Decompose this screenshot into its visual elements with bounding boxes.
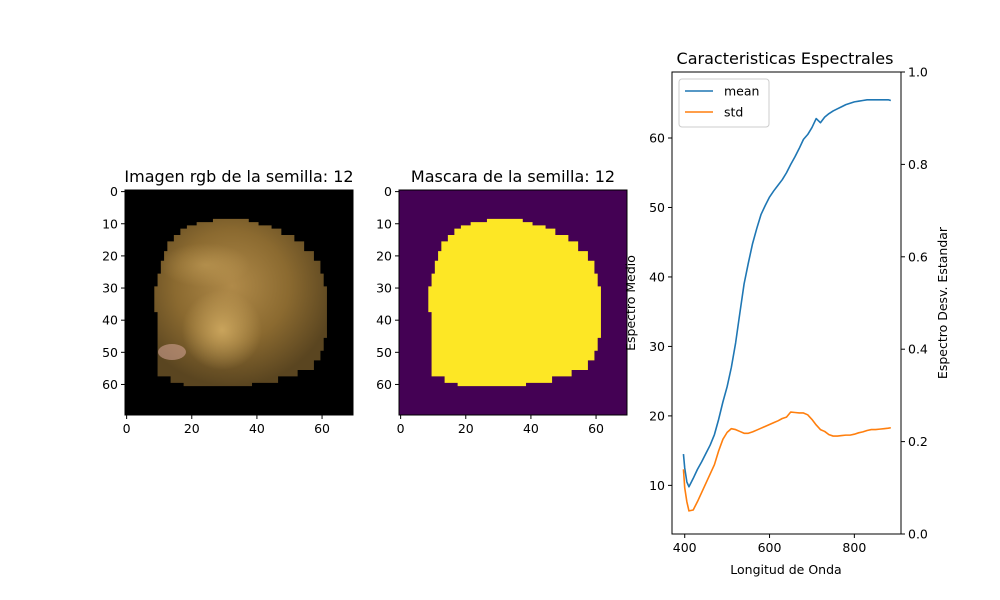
spectral-ytick-label-left: 20 [649, 408, 665, 423]
rgb-xtick-label: 40 [249, 421, 265, 436]
rgb-ytick-label: 30 [102, 281, 118, 296]
rgb-ytick-label: 60 [102, 377, 118, 392]
mask-ytick-label: 60 [376, 377, 392, 392]
mask-ytick-label: 20 [376, 248, 392, 263]
spectral-xtick-label: 400 [673, 540, 697, 555]
mask-panel: Mascara de la semilla: 12 0 20 40 60 0 10 20 30… [376, 167, 628, 436]
spectral-xtick-label: 600 [758, 540, 782, 555]
mask-xtick-label: 20 [458, 421, 474, 436]
spectral-ytick-label-left: 50 [649, 200, 665, 215]
spectral-chart-title: Caracteristicas Espectrales [677, 49, 894, 68]
mask-ytick-label: 30 [376, 281, 392, 296]
spectral-ytick-label-right: 0.0 [908, 527, 928, 542]
seed-highlight-top [160, 243, 250, 287]
spectral-ytick-label-right: 1.0 [908, 65, 928, 80]
spectral-ytick-label-left: 30 [649, 339, 665, 354]
spectral-ytick-label-right: 0.6 [908, 249, 928, 264]
mask-xtick-label: 60 [588, 421, 604, 436]
rgb-ytick-label: 40 [102, 313, 118, 328]
rgb-xtick-label: 0 [123, 421, 131, 436]
rgb-image-frame [124, 189, 354, 416]
mask-ytick-label: 40 [376, 313, 392, 328]
mask-xtick-label: 40 [523, 421, 539, 436]
mask-ticks: 0 20 40 60 0 10 20 30 40 50 60 [376, 184, 604, 436]
spectral-series [682, 98, 892, 512]
legend-std-label: std [724, 105, 743, 120]
mask-frame [398, 189, 628, 416]
spectral-chart-frame [671, 71, 902, 535]
series-line-std [682, 411, 891, 512]
rgb-ytick-label: 10 [102, 216, 118, 231]
rgb-image-panel: Imagen rgb de la semilla: 12 0 20 40 60 0 10 2… [102, 167, 354, 436]
mask-xtick-label: 0 [397, 421, 405, 436]
seed-pink-spot [158, 344, 186, 360]
legend-mean-label: mean [724, 84, 759, 99]
spectral-ytick-label-right: 0.8 [908, 157, 928, 172]
rgb-ytick-label: 20 [102, 248, 118, 263]
rgb-xtick-label: 20 [184, 421, 200, 436]
rgb-ytick-label: 0 [110, 184, 118, 199]
rgb-ytick-label: 50 [102, 345, 118, 360]
spectral-ytick-label-right: 0.4 [908, 342, 928, 357]
legend: mean std [678, 78, 770, 128]
spectral-ytick-label-right: 0.2 [908, 434, 928, 449]
rgb-xtick-label: 60 [314, 421, 330, 436]
mask-title: Mascara de la semilla: 12 [411, 167, 615, 186]
mask-ytick-label: 50 [376, 345, 392, 360]
spectral-chart-panel: Caracteristicas Espectrales 400 600 800 10 2… [623, 49, 950, 577]
spectral-ytick-label-left: 40 [649, 269, 665, 284]
mask-seed-region [428, 218, 601, 387]
rgb-image-ticks: 0 20 40 60 0 10 20 30 40 50 60 [102, 184, 330, 436]
spectral-ytick-label-left: 60 [649, 131, 665, 146]
seed-highlight [182, 290, 262, 370]
rgb-image-title: Imagen rgb de la semilla: 12 [124, 167, 353, 186]
seed-rgb-image [154, 218, 327, 387]
spectral-xtick-label: 800 [842, 540, 866, 555]
y-axis-label-right: Espectro Desv. Estandar [935, 226, 950, 379]
x-axis-label: Longitud de Onda [730, 562, 841, 577]
mask-ytick-label: 10 [376, 216, 392, 231]
mask-ytick-label: 0 [384, 184, 392, 199]
spectral-ticks: 400 600 800 10 20 30 40 50 60 0.0 0.2 0.4 0.6 0.8 1.0 [649, 65, 928, 556]
y-axis-label-left: Espectro Medio [623, 255, 638, 351]
spectral-ytick-label-left: 10 [649, 478, 665, 493]
series-line-mean [682, 98, 892, 488]
